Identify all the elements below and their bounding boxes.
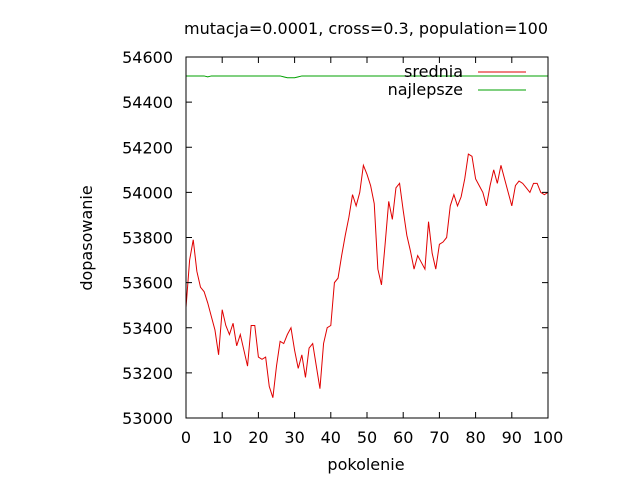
- y-tick-label: 53600: [122, 274, 173, 293]
- x-tick-label: 40: [321, 428, 341, 447]
- x-tick-label: 100: [533, 428, 564, 447]
- y-tick-label: 53400: [122, 319, 173, 338]
- x-axis-title: pokolenie: [327, 455, 404, 474]
- y-tick-label: 53200: [122, 364, 173, 383]
- y-tick-label: 54400: [122, 93, 173, 112]
- legend-label-srednia: srednia: [404, 62, 463, 81]
- x-tick-label: 70: [429, 428, 449, 447]
- x-tick-label: 0: [181, 428, 191, 447]
- plot-lines: [185, 75, 549, 398]
- y-tick-label: 54200: [122, 138, 173, 157]
- axis-ticks: [185, 56, 549, 419]
- y-tick-label: 53800: [122, 229, 173, 248]
- x-tick-label: 20: [248, 428, 268, 447]
- x-tick-label: 80: [465, 428, 485, 447]
- plot-frame: [185, 56, 549, 419]
- y-tick-label: 53000: [122, 409, 173, 428]
- axis-tick-labels: 0 10 20 30 40 50 60 70 80 90 100 53000 53200 53400 536…: [122, 48, 563, 447]
- x-tick-label: 90: [502, 428, 522, 447]
- series-line-srednia: [185, 153, 549, 398]
- x-tick-label: 30: [284, 428, 304, 447]
- x-tick-label: 50: [357, 428, 377, 447]
- y-axis-title: dopasowanie: [77, 185, 96, 290]
- y-tick-label: 54000: [122, 183, 173, 202]
- legend-label-najlepsze: najlepsze: [388, 80, 463, 99]
- series-line-najlepsze: [186, 75, 548, 79]
- chart-title: mutacja=0.0001, cross=0.3, population=10…: [184, 19, 548, 38]
- y-tick-label: 54600: [122, 48, 173, 67]
- x-tick-label: 60: [393, 428, 413, 447]
- x-tick-label: 10: [212, 428, 232, 447]
